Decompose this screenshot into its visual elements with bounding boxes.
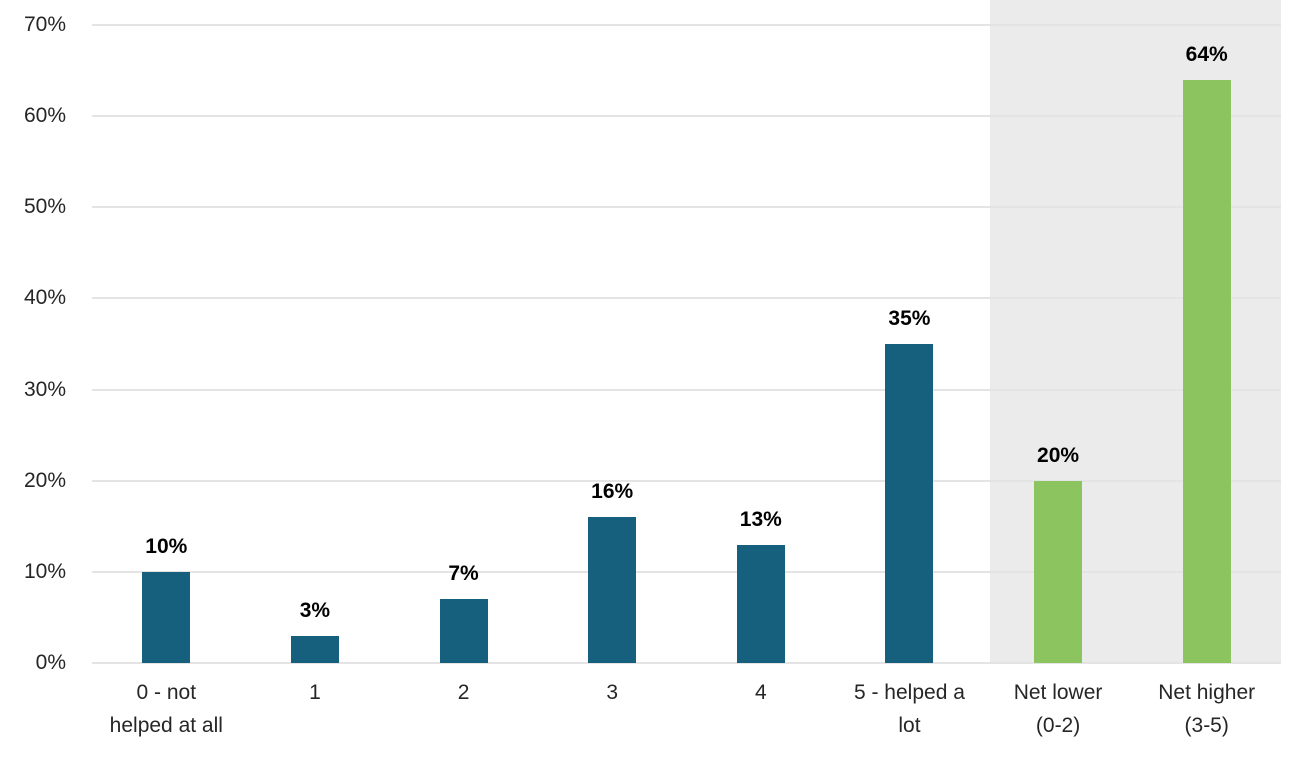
bar-4 — [736, 544, 785, 663]
bar-value-label: 35% — [888, 307, 931, 330]
x-category-label: 0 - not helped at all — [109, 681, 223, 737]
gridline — [92, 115, 1281, 118]
y-tick-label: 30% — [23, 377, 66, 401]
x-category-label: Net lower (0-2) — [1013, 681, 1103, 737]
gridline — [92, 662, 1281, 664]
bar-2 — [439, 599, 488, 663]
bar-1 — [290, 635, 339, 663]
gridline — [92, 479, 1281, 482]
bar-5 — [885, 344, 934, 663]
bar-3 — [588, 517, 637, 663]
y-tick-label: 60% — [23, 104, 66, 128]
x-category-label: 5 - helped a lot — [853, 681, 965, 737]
x-category-label: 3 — [606, 681, 619, 704]
gridline — [92, 388, 1281, 391]
y-tick-label: 20% — [23, 468, 66, 492]
y-tick-label: 70% — [23, 13, 66, 36]
bar-value-label: 20% — [1037, 443, 1080, 467]
y-tick-label: 50% — [23, 195, 66, 219]
bar-value-label: 13% — [739, 507, 782, 531]
bar-value-label: 3% — [299, 598, 331, 622]
y-tick-label: 40% — [23, 286, 66, 310]
gridline — [92, 570, 1281, 573]
x-category-label: 1 — [309, 681, 321, 704]
bar-7 — [1182, 79, 1231, 663]
gridline — [92, 297, 1281, 300]
x-category-label: 4 — [754, 681, 767, 704]
gridline — [92, 24, 1281, 26]
bar-0 — [142, 571, 191, 663]
bar-value-label: 64% — [1185, 42, 1228, 66]
bar-6 — [1034, 480, 1083, 663]
bar-value-label: 16% — [591, 480, 634, 504]
y-tick-label: 0% — [35, 651, 66, 674]
y-tick-label: 10% — [23, 559, 66, 583]
x-category-label: Net higher (3-5) — [1158, 681, 1256, 737]
bar-value-label: 10% — [145, 534, 188, 558]
gridline — [92, 206, 1281, 209]
bar-value-label: 7% — [448, 562, 479, 586]
x-category-label: 2 — [457, 681, 470, 704]
